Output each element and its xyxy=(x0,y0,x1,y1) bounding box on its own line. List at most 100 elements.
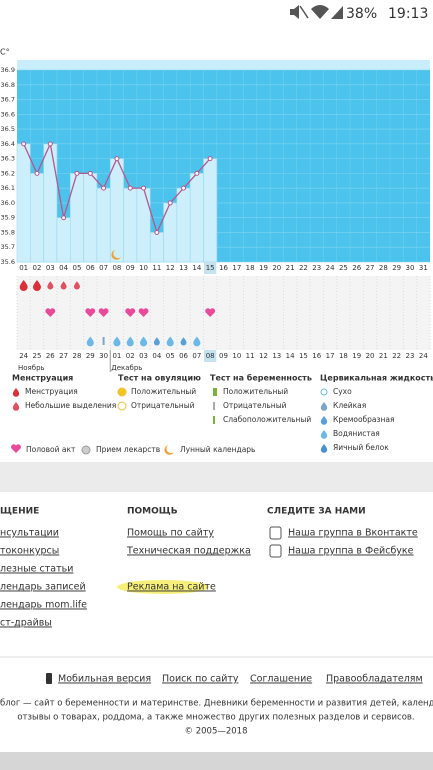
x-tick-label: 08 xyxy=(112,264,121,272)
footer-link[interactable]: лезные статьи xyxy=(0,564,73,575)
x-tick-label: 29 xyxy=(392,264,401,272)
fluid-icon xyxy=(193,336,201,347)
footer-bottom-link[interactable]: Правообладателям xyxy=(326,674,423,685)
footer-link[interactable]: Наша группа в Фейсбуке xyxy=(288,546,414,557)
x-tick-label: 28 xyxy=(379,264,388,272)
footer-link[interactable]: Реклама на сайте xyxy=(127,582,216,593)
date-label: 05 xyxy=(166,352,175,360)
footer-heading: ПОМОЩЬ xyxy=(127,507,178,517)
temperature-column xyxy=(203,158,218,263)
legend-title: Цервикальная жидкость xyxy=(320,374,433,383)
date-label: 20 xyxy=(366,352,375,360)
legend-title: Тест на овуляцию xyxy=(118,374,201,383)
date-label: 06 xyxy=(179,352,188,360)
footer-link[interactable]: лендарь mom.life xyxy=(0,600,87,611)
legend-icon xyxy=(117,387,127,397)
footer-bottom-link[interactable]: Мобильная версия xyxy=(58,674,151,685)
menstruation-icon xyxy=(32,280,41,291)
date-label: 22 xyxy=(392,352,401,360)
date-label: 07 xyxy=(192,352,201,360)
legend-icon xyxy=(320,444,328,453)
y-unit: C° xyxy=(0,48,10,57)
fluid-icon xyxy=(139,336,148,347)
footer-link[interactable]: ст-драйвы xyxy=(0,618,52,629)
temperature-column xyxy=(43,143,58,263)
temperature-point xyxy=(194,170,200,176)
legend-icon xyxy=(320,416,328,425)
legend-item: Половой акт xyxy=(26,445,76,454)
temperature-point xyxy=(181,185,187,191)
status-bar xyxy=(0,0,433,28)
date-label: 03 xyxy=(139,352,148,360)
date-label: 11 xyxy=(246,352,255,360)
legend-icon xyxy=(213,388,217,396)
temperature-column xyxy=(83,173,98,263)
footer-link[interactable]: лендарь записей xyxy=(0,582,86,593)
y-tick-label: 36.6 xyxy=(1,110,15,118)
legend-item: Прием лекарств xyxy=(96,445,160,454)
y-tick-label: 35.8 xyxy=(1,228,15,236)
intercourse-icon xyxy=(85,308,96,317)
intercourse-icon xyxy=(125,308,136,317)
y-tick-label: 36.3 xyxy=(1,155,15,163)
chart-top-band xyxy=(17,60,430,70)
x-tick-label: 25 xyxy=(339,264,348,272)
temperature-point xyxy=(34,170,40,176)
legend-item: Клейкая xyxy=(333,401,366,410)
legend-item: Яичный белок xyxy=(333,443,389,452)
x-tick-label: 30 xyxy=(406,264,415,272)
x-tick-label: 06 xyxy=(86,264,95,272)
date-label: 23 xyxy=(406,352,415,360)
x-tick-label: 16 xyxy=(219,264,228,272)
x-tick-label: 22 xyxy=(299,264,308,272)
y-tick-label: 36.0 xyxy=(1,199,15,207)
date-label: 19 xyxy=(352,352,361,360)
footer-about: © 2005—2018 xyxy=(185,727,248,737)
footer-link[interactable]: нсультации xyxy=(0,528,59,539)
footer-about: отзывы о товарах, роддома, а также множе… xyxy=(17,713,414,723)
signal-icon xyxy=(331,6,343,19)
x-tick-label: 31 xyxy=(419,264,428,272)
x-tick-label: 17 xyxy=(232,264,241,272)
temperature-point xyxy=(101,185,107,191)
temperature-column xyxy=(30,173,44,263)
date-label: 12 xyxy=(259,352,268,360)
x-tick-label: 15 xyxy=(206,264,215,272)
y-tick-label: 36.5 xyxy=(1,125,15,133)
date-label: 15 xyxy=(299,352,308,360)
symbol-area xyxy=(17,276,430,350)
footer-bottom-link[interactable]: Соглашение xyxy=(250,674,312,685)
wifi-icon xyxy=(311,5,329,19)
mute-icon xyxy=(290,5,299,19)
footer-link[interactable]: токонкурсы xyxy=(0,546,59,557)
temperature-point xyxy=(154,229,160,235)
x-tick-label: 23 xyxy=(312,264,321,272)
footer-link[interactable]: Техническая поддержка xyxy=(126,546,251,557)
footer-link[interactable]: Наша группа в Вконтакте xyxy=(288,528,418,539)
date-label: 27 xyxy=(59,352,68,360)
legend-item: Слабоположительный xyxy=(223,415,311,424)
x-tick-label: 21 xyxy=(286,264,295,272)
temperature-column xyxy=(56,217,71,263)
highlight-mark xyxy=(117,580,209,594)
intercourse-icon xyxy=(205,308,216,317)
fluid-icon xyxy=(113,336,121,347)
legend-icon xyxy=(12,388,20,397)
fluid-icon xyxy=(180,337,187,346)
y-tick-label: 35.6 xyxy=(1,258,15,266)
month-label: Ноябрь xyxy=(18,364,45,372)
legend-title: Менструация xyxy=(12,374,73,383)
temperature-point xyxy=(207,156,213,162)
footer-bottom-link[interactable]: Поиск по сайту xyxy=(162,674,239,685)
temperature-column xyxy=(96,187,111,263)
date-label: 29 xyxy=(86,352,95,360)
x-tick-label: 26 xyxy=(352,264,361,272)
x-tick-label: 09 xyxy=(126,264,135,272)
legend-item: Кремообразная xyxy=(333,415,395,424)
temperature-point xyxy=(114,156,120,162)
x-tick-label: 04 xyxy=(59,264,68,272)
x-tick-label: 11 xyxy=(152,264,161,272)
footer-link[interactable]: Помощь по сайту xyxy=(127,528,214,539)
current-day-box xyxy=(204,262,217,274)
